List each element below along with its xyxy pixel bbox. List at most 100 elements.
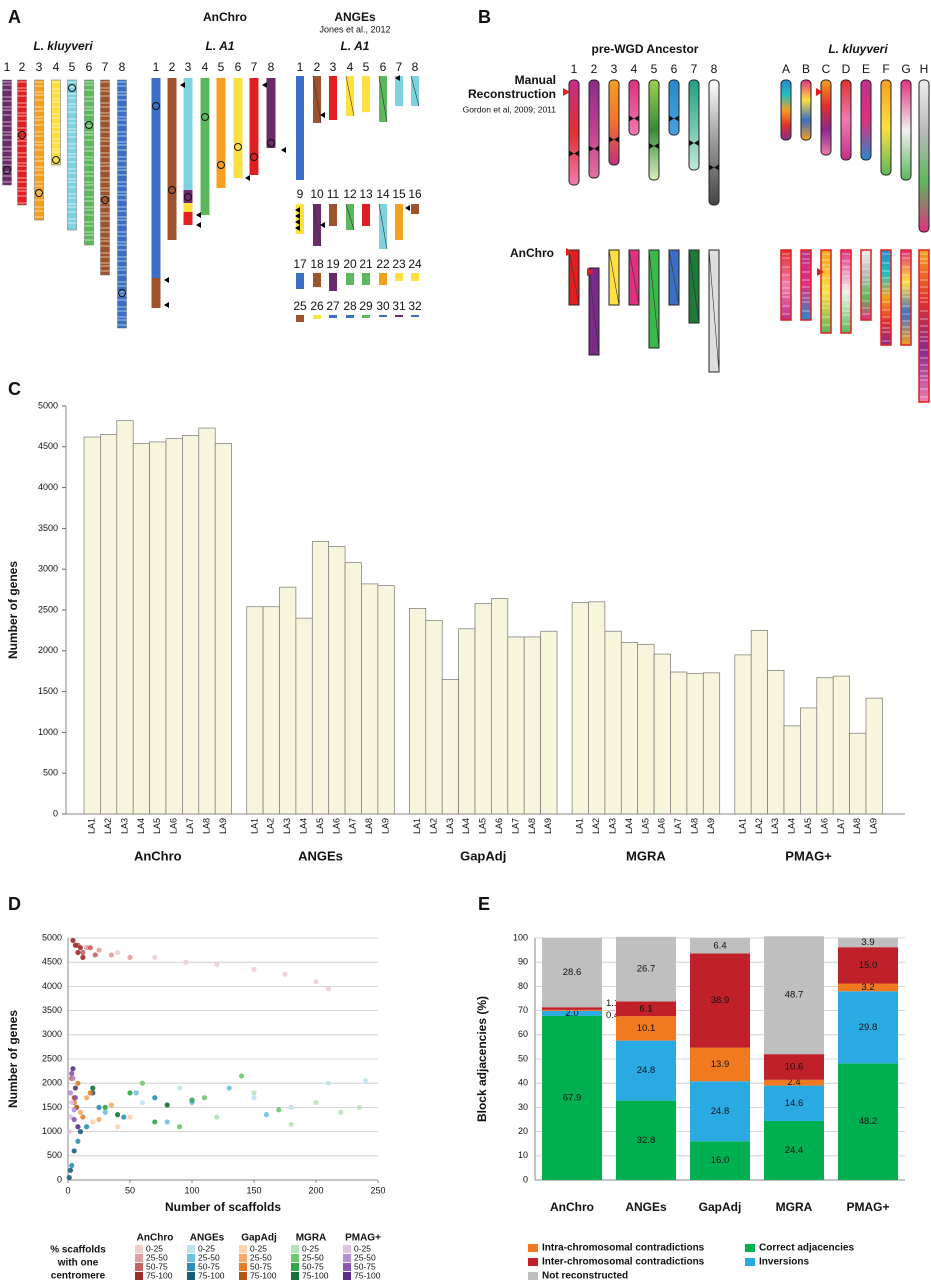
chromosome [183,203,193,212]
x-tick-label: LA5 [315,818,325,834]
chromosome [100,79,110,276]
legend-group: PMAG+ [345,1233,381,1244]
bar [311,541,330,815]
bar-segment [690,1141,750,1180]
centromere [250,153,258,161]
bar-segment [690,1081,750,1142]
inversion-line [312,75,322,124]
chromosome-label: 10 [310,187,324,201]
chromosome [411,315,419,317]
point [70,1066,76,1072]
x-tick-label: LA3 [770,818,780,834]
point [288,1104,294,1110]
centromere [709,164,719,171]
marker [587,268,594,276]
chromosome-label: 2 [314,60,321,74]
x-tick-label: LA6 [331,818,341,834]
point [67,1090,74,1096]
legend-swatch [291,1254,299,1262]
x-tick-label: 50 [125,1185,135,1195]
point [75,949,81,956]
bar [783,725,801,815]
value-label: 13.9 [711,1059,730,1070]
bar [800,707,818,815]
legend-label: 50-75 [302,1261,324,1271]
y-tick-label: 3000 [42,1029,62,1039]
chromosome-label: 5 [363,60,370,74]
x-tick-label: LA5 [152,818,162,834]
point [263,1112,269,1118]
bar [767,670,785,815]
bar [702,672,721,815]
chromosome-label: 8 [268,60,275,74]
chromosome [346,315,354,318]
chromosome-label: 8 [412,60,419,74]
group-label: AnChro [134,848,182,863]
y-axis-label: Block adjacencies (%) [475,996,489,1122]
chromosome-label: 6 [671,62,678,76]
bar [116,420,134,815]
x-tick-label: LA5 [803,818,813,834]
bar [458,628,476,815]
chromosome [668,79,680,136]
legend-label: 50-75 [250,1261,272,1271]
point [71,1107,77,1113]
point [72,942,79,948]
legend-swatch [135,1245,143,1253]
point [363,1078,369,1084]
point [72,1085,79,1091]
legend-swatch [135,1272,143,1280]
bar-segment [542,1009,602,1011]
chromosome-label: 30 [376,299,390,313]
chromosome-label: 32 [408,299,422,313]
centromere [168,186,176,194]
inversion-line [345,75,355,117]
x-tick-label: LA8 [689,818,699,834]
y-tick-label: 50 [518,1053,528,1063]
chromosome [249,78,259,175]
point [87,945,93,951]
legend-group: AnChro [137,1233,174,1244]
x-tick-label: LA1 [87,818,97,834]
x-tick-label: LA4 [298,818,308,834]
bar [262,606,280,815]
chromosome [379,315,387,317]
point [71,1116,77,1123]
chromosome [780,249,792,321]
value-label: 67.9 [563,1092,582,1103]
point [226,1085,232,1091]
point [90,1085,96,1091]
chromosome [688,79,700,171]
point [66,1129,72,1135]
legend-label: Inversions [759,1257,809,1268]
point [77,1129,83,1135]
chromosome-label: G [901,62,910,76]
chromosome-label: 3 [611,62,618,76]
point [108,952,114,958]
chromosome [329,204,337,226]
chromosome [51,79,61,166]
chromosome-label: 17 [293,257,307,271]
legend-label: 0-25 [198,1243,215,1253]
bar [246,606,264,815]
y-tick-label: 10 [518,1150,528,1160]
x-tick-label: PMAG+ [846,1200,889,1214]
bar-segment [616,1016,676,1041]
y-axis-label: Number of genes [6,561,20,659]
legend-swatch [187,1272,195,1280]
point [84,1124,90,1130]
panel-label: E [478,894,490,914]
point [69,1099,75,1106]
point [75,1080,81,1086]
chromosome [608,79,620,166]
value-label: 15.0 [859,960,878,971]
legend-swatch [135,1254,143,1262]
bar [653,653,671,815]
value-label: 24.4 [785,1145,804,1156]
chromosome-label: 1 [297,60,304,74]
point [183,959,189,965]
point [139,1099,145,1106]
point [177,1085,183,1091]
value-label: 28.6 [563,967,582,978]
marker [196,222,201,228]
